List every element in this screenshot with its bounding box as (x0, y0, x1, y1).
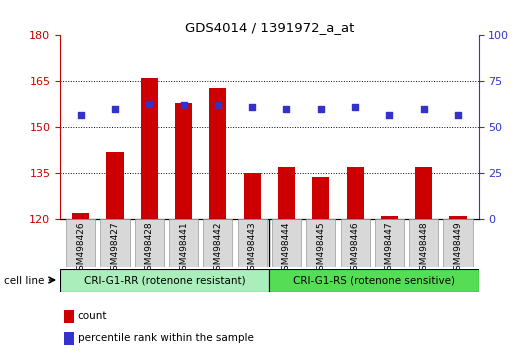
Bar (449, 216, 467, 219)
Point (385, 112, 394, 118)
Text: GSM498448: GSM498448 (419, 222, 428, 276)
Text: CRI-G1-RR (rotenone resistant): CRI-G1-RR (rotenone resistant) (84, 275, 246, 286)
Bar (100, 219, 130, 267)
Point (111, 106, 119, 112)
Bar (169, 219, 198, 267)
Bar (60, 269, 269, 292)
Text: GSM498446: GSM498446 (350, 222, 360, 276)
Point (351, 104, 359, 110)
Bar (175, 103, 192, 219)
Text: GSM498447: GSM498447 (385, 222, 394, 276)
Text: GSM498428: GSM498428 (145, 222, 154, 276)
Point (454, 112, 462, 118)
Point (419, 106, 428, 112)
Title: GDS4014 / 1391972_a_at: GDS4014 / 1391972_a_at (185, 21, 354, 34)
Point (76, 112, 85, 118)
Text: GSM498426: GSM498426 (76, 222, 85, 276)
Bar (409, 219, 438, 267)
Point (248, 104, 256, 110)
Bar (72, 213, 89, 219)
Text: GSM498449: GSM498449 (453, 222, 462, 276)
Point (145, 101, 153, 106)
Point (316, 106, 325, 112)
Bar (375, 219, 404, 267)
Bar (278, 167, 295, 219)
Bar (209, 87, 226, 219)
Bar (312, 177, 329, 219)
Bar (107, 152, 123, 219)
Bar (141, 78, 158, 219)
Point (282, 106, 291, 112)
Text: percentile rank within the sample: percentile rank within the sample (78, 333, 254, 343)
Bar (237, 219, 267, 267)
Bar (347, 167, 363, 219)
Text: GSM498441: GSM498441 (179, 222, 188, 276)
Text: GSM498442: GSM498442 (213, 222, 222, 276)
Text: count: count (78, 312, 107, 321)
Text: cell line: cell line (4, 276, 44, 286)
Point (214, 103, 222, 108)
Text: GSM498445: GSM498445 (316, 222, 325, 276)
Bar (415, 167, 432, 219)
Bar (135, 219, 164, 267)
Bar (203, 219, 233, 267)
Text: GSM498427: GSM498427 (110, 222, 120, 276)
Bar (272, 219, 301, 267)
Bar (340, 219, 370, 267)
Text: GSM498444: GSM498444 (282, 222, 291, 276)
Bar (444, 219, 473, 267)
Bar (269, 269, 479, 292)
Bar (381, 216, 398, 219)
Text: GSM498443: GSM498443 (248, 222, 257, 276)
Bar (64, 310, 74, 323)
Bar (64, 332, 74, 345)
Bar (244, 173, 261, 219)
Point (179, 103, 188, 108)
Bar (306, 219, 335, 267)
Bar (66, 219, 95, 267)
Text: CRI-G1-RS (rotenone sensitive): CRI-G1-RS (rotenone sensitive) (293, 275, 455, 286)
